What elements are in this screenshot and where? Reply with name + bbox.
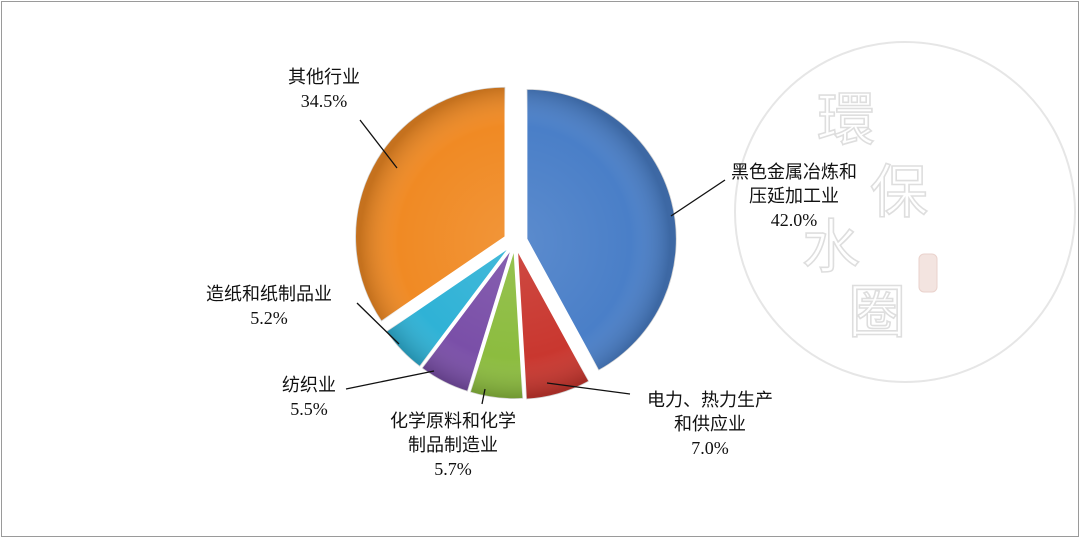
leader-line <box>356 302 400 345</box>
slice-value-label: 5.7% <box>434 459 472 479</box>
leader-line <box>670 179 726 217</box>
slice-category-label: 纺织业 <box>282 375 336 396</box>
pie-slice-shade <box>470 248 524 399</box>
slice-category-label: 制品制造业 <box>408 435 498 456</box>
watermark-ring <box>734 41 1076 383</box>
slice-value-label: 5.5% <box>290 399 328 419</box>
pie-slice-shade <box>517 249 590 400</box>
slice-value-label: 34.5% <box>301 91 348 111</box>
slice-category-label: 和供应业 <box>674 414 746 435</box>
pie-slice-shade <box>526 89 677 371</box>
slice-category-label: 其他行业 <box>288 67 360 88</box>
leader-line <box>481 388 486 405</box>
watermark-char: 環 <box>817 86 875 154</box>
pie-slice-shade <box>355 86 506 322</box>
watermark-char: 保 <box>870 158 928 226</box>
pie-slices <box>354 86 678 401</box>
slice-value-label: 7.0% <box>691 438 729 458</box>
watermark-seal <box>918 253 938 293</box>
watermark: 環 保 水 圈 <box>734 41 1076 383</box>
slice-category-label: 化学原料和化学 <box>390 411 516 432</box>
watermark-char: 水 <box>802 213 860 281</box>
leader-line <box>546 382 631 395</box>
slice-category-label: 造纸和纸制品业 <box>206 284 332 305</box>
slice-value-label: 5.2% <box>250 308 288 328</box>
pie-slice-shade <box>421 248 512 392</box>
slice-category-label: 黑色金属冶炼和 <box>731 162 857 183</box>
leader-line <box>359 119 398 169</box>
slice-value-label: 42.0% <box>771 210 818 230</box>
leader-line <box>345 370 435 390</box>
pie-slice-shade <box>386 246 510 367</box>
watermark-char: 圈 <box>848 278 906 346</box>
slice-category-label: 电力、热力生产 <box>647 390 773 411</box>
slice-category-label: 压延加工业 <box>749 186 839 207</box>
leader-lines <box>345 119 726 405</box>
